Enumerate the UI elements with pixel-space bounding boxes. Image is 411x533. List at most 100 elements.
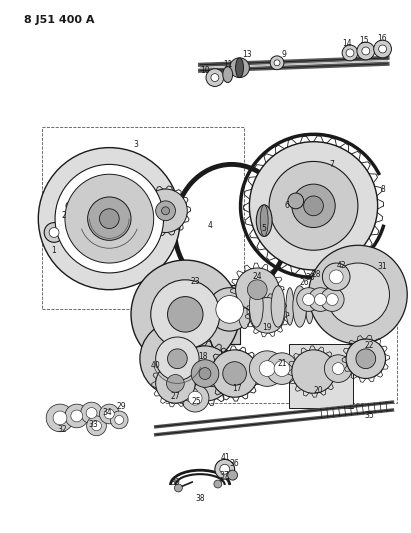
Circle shape [162,207,169,215]
Circle shape [223,362,247,385]
Text: 5: 5 [262,224,267,233]
Circle shape [110,411,128,429]
Circle shape [156,337,199,381]
Circle shape [379,45,386,53]
Circle shape [326,263,390,326]
Circle shape [309,245,407,344]
Circle shape [362,47,370,55]
Circle shape [230,58,249,78]
Text: 27: 27 [171,392,180,401]
Circle shape [259,361,275,376]
Text: 32: 32 [57,425,67,434]
Circle shape [88,197,131,240]
Circle shape [216,296,243,323]
Circle shape [208,288,252,331]
Text: 8 J51 400 A: 8 J51 400 A [25,15,95,26]
Circle shape [346,49,354,57]
Circle shape [188,391,202,405]
Text: 9: 9 [282,51,286,59]
Bar [42,127,245,310]
Circle shape [92,421,102,431]
Circle shape [211,350,258,397]
Circle shape [374,40,391,58]
Text: 29: 29 [116,401,126,410]
Circle shape [46,404,74,432]
Circle shape [304,196,323,216]
Circle shape [228,470,238,480]
Circle shape [321,288,344,311]
Circle shape [166,375,184,392]
Circle shape [99,209,119,229]
Circle shape [292,350,335,393]
Text: 15: 15 [359,36,369,45]
Circle shape [49,228,59,237]
Circle shape [356,349,376,369]
Circle shape [144,189,187,232]
Circle shape [65,404,89,428]
Circle shape [247,280,267,300]
Circle shape [314,294,326,305]
Text: 25: 25 [191,397,201,406]
Circle shape [44,223,64,243]
Text: 41: 41 [221,453,231,462]
Circle shape [206,69,224,86]
Circle shape [266,353,298,384]
Text: 24: 24 [252,272,262,281]
Circle shape [270,56,284,70]
Text: 26: 26 [300,278,309,287]
Circle shape [140,321,215,396]
Circle shape [220,464,230,474]
Circle shape [211,74,219,82]
Ellipse shape [271,286,285,327]
Text: 38: 38 [195,494,205,503]
Text: 36: 36 [230,459,240,468]
Circle shape [191,360,219,387]
Circle shape [156,201,175,221]
Text: 2: 2 [62,211,66,220]
Text: 40: 40 [151,361,161,370]
Ellipse shape [260,205,268,237]
Circle shape [87,416,106,435]
Text: 39: 39 [171,478,180,487]
Text: 1: 1 [52,246,56,255]
Circle shape [274,361,290,376]
Circle shape [342,45,358,61]
Text: 28: 28 [312,270,321,279]
Circle shape [178,346,233,401]
Circle shape [357,42,375,60]
Text: 31: 31 [378,262,388,271]
Ellipse shape [249,286,263,327]
Text: 22: 22 [365,342,374,350]
Circle shape [269,161,358,250]
Circle shape [297,288,321,311]
Text: 8: 8 [380,184,385,193]
Circle shape [151,280,220,349]
Ellipse shape [306,289,314,324]
Circle shape [55,164,164,273]
Text: 16: 16 [377,34,386,43]
Text: 34: 34 [102,408,112,417]
Circle shape [332,362,344,375]
Text: 11: 11 [223,60,233,69]
Circle shape [288,193,304,209]
Circle shape [115,415,124,424]
Text: 30: 30 [306,273,315,282]
Text: 37: 37 [220,471,230,480]
Ellipse shape [286,288,294,325]
Circle shape [104,409,114,419]
Circle shape [168,349,187,369]
Circle shape [324,355,352,382]
Bar [166,310,397,403]
Text: 21: 21 [277,359,287,368]
Circle shape [156,364,195,403]
Text: 42: 42 [336,261,346,270]
Circle shape [81,402,102,424]
Text: 3: 3 [134,140,139,149]
Text: 19: 19 [262,322,272,332]
Text: 6: 6 [284,201,289,211]
Circle shape [99,404,119,424]
Ellipse shape [256,205,272,237]
Circle shape [215,459,235,479]
Circle shape [249,351,285,386]
Circle shape [302,294,314,305]
